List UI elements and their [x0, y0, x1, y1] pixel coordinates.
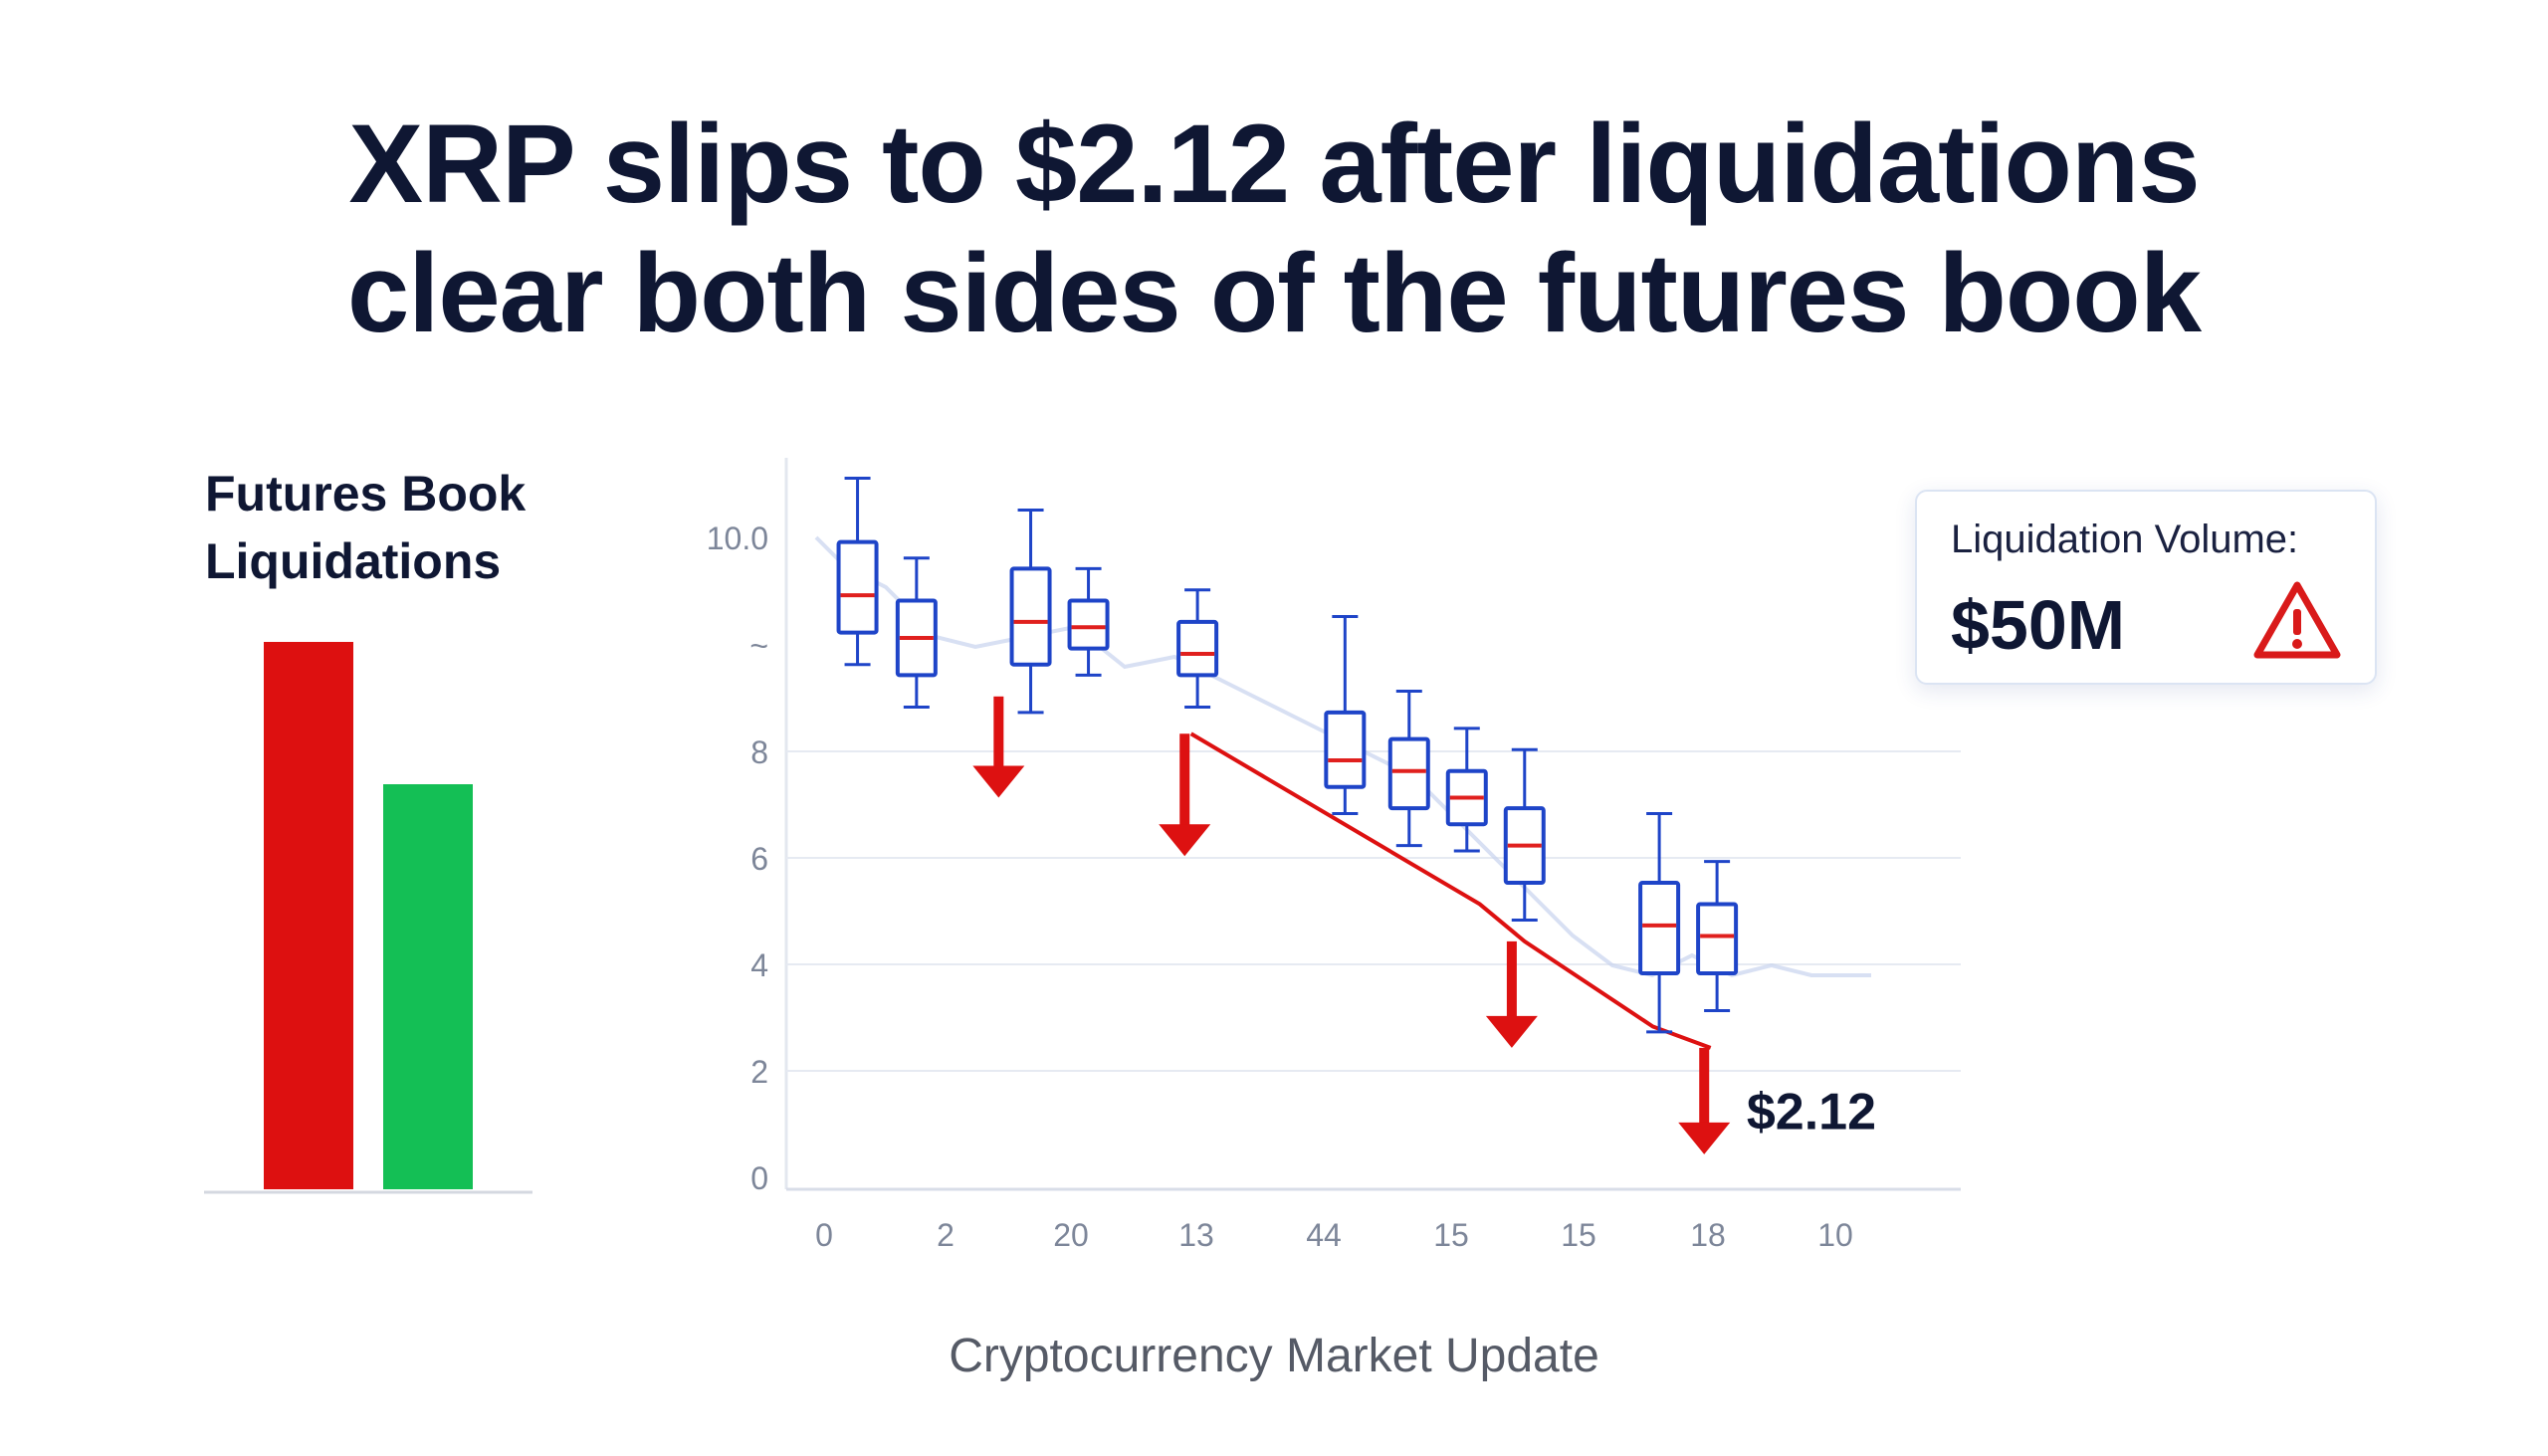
down-arrow — [1159, 733, 1211, 857]
x-tick-label: 0 — [815, 1217, 833, 1253]
box-body — [1638, 881, 1681, 975]
y-tick-label: ~ — [749, 628, 768, 664]
box-plot — [1387, 689, 1430, 848]
box-body — [1176, 619, 1219, 678]
box-plot — [895, 556, 938, 709]
x-tick-label: 13 — [1178, 1217, 1214, 1253]
y-tick-label: 0 — [750, 1160, 768, 1196]
box-body — [1324, 710, 1367, 789]
down-arrow-shaft — [1179, 733, 1190, 827]
warning-triangle-icon — [2253, 581, 2341, 659]
box-plot — [1503, 747, 1546, 922]
x-tick-label: 15 — [1433, 1217, 1469, 1253]
y-tick-label: 6 — [750, 841, 768, 877]
down-arrow-head — [1159, 824, 1211, 857]
down-arrow-shaft — [1506, 940, 1517, 1018]
headline: XRP slips to $2.12 after liquidations cl… — [0, 100, 2548, 358]
box-plot — [1067, 566, 1110, 677]
price-box-chart: 0 2 4 6 8 ~10.0 0 2 20 13 44 15 15 18 10 $2.12 — [707, 458, 1961, 1253]
box-plot — [1696, 860, 1739, 1012]
down-arrow-shaft — [993, 696, 1004, 768]
liquidation-volume-card: Liquidation Volume: $50M — [1915, 490, 2377, 685]
box-plot — [1176, 588, 1219, 709]
down-arrow-shaft — [1699, 1047, 1710, 1125]
side-chart-title: Futures Book Liquidations — [205, 460, 526, 595]
down-arrow — [1485, 940, 1538, 1048]
box-body — [836, 539, 879, 635]
box-plot — [1445, 727, 1488, 853]
y-tick-label: 8 — [750, 734, 768, 770]
box-plot — [1324, 615, 1367, 815]
down-arrow-head — [1485, 1015, 1538, 1048]
liquidations-bar-chart — [204, 642, 532, 1194]
x-tick-label: 2 — [937, 1217, 955, 1253]
down-arrow — [972, 696, 1025, 798]
x-tick-label: 20 — [1053, 1217, 1089, 1253]
x-tick-label: 15 — [1561, 1217, 1596, 1253]
footer-caption: Cryptocurrency Market Update — [949, 1330, 1599, 1382]
x-tick-label: 18 — [1690, 1217, 1726, 1253]
y-tick-label: 2 — [750, 1054, 768, 1090]
liquidation-volume-label: Liquidation Volume: — [1951, 518, 2299, 561]
trend-line — [1189, 731, 1712, 1050]
side-title-line-1: Futures Book — [205, 466, 527, 521]
headline-line-2: clear both sides of the futures book — [346, 231, 2202, 355]
box-plot — [1009, 509, 1052, 715]
y-tick-label: 4 — [750, 947, 768, 983]
side-title-line-2: Liquidations — [205, 533, 502, 589]
liquidation-volume-value: $50M — [1951, 586, 2126, 664]
box-body — [1009, 566, 1052, 667]
down-arrow-head — [972, 765, 1025, 798]
long-liquidations-bar — [264, 642, 353, 1189]
box-body — [1387, 736, 1430, 811]
box-body — [1696, 902, 1739, 976]
headline-line-1: XRP slips to $2.12 after liquidations — [348, 102, 2200, 226]
price-annotation: $2.12 — [1747, 1084, 1876, 1142]
x-tick-label: 10 — [1817, 1217, 1853, 1253]
x-tick-label: 44 — [1306, 1217, 1342, 1253]
y-tick-label: 10.0 — [707, 520, 768, 556]
box-body — [1067, 598, 1110, 651]
short-liquidations-bar — [383, 784, 473, 1189]
box-plot — [1638, 812, 1681, 1034]
down-arrow-head — [1678, 1122, 1731, 1154]
down-arrow — [1678, 1047, 1731, 1154]
box-plot — [836, 476, 879, 667]
